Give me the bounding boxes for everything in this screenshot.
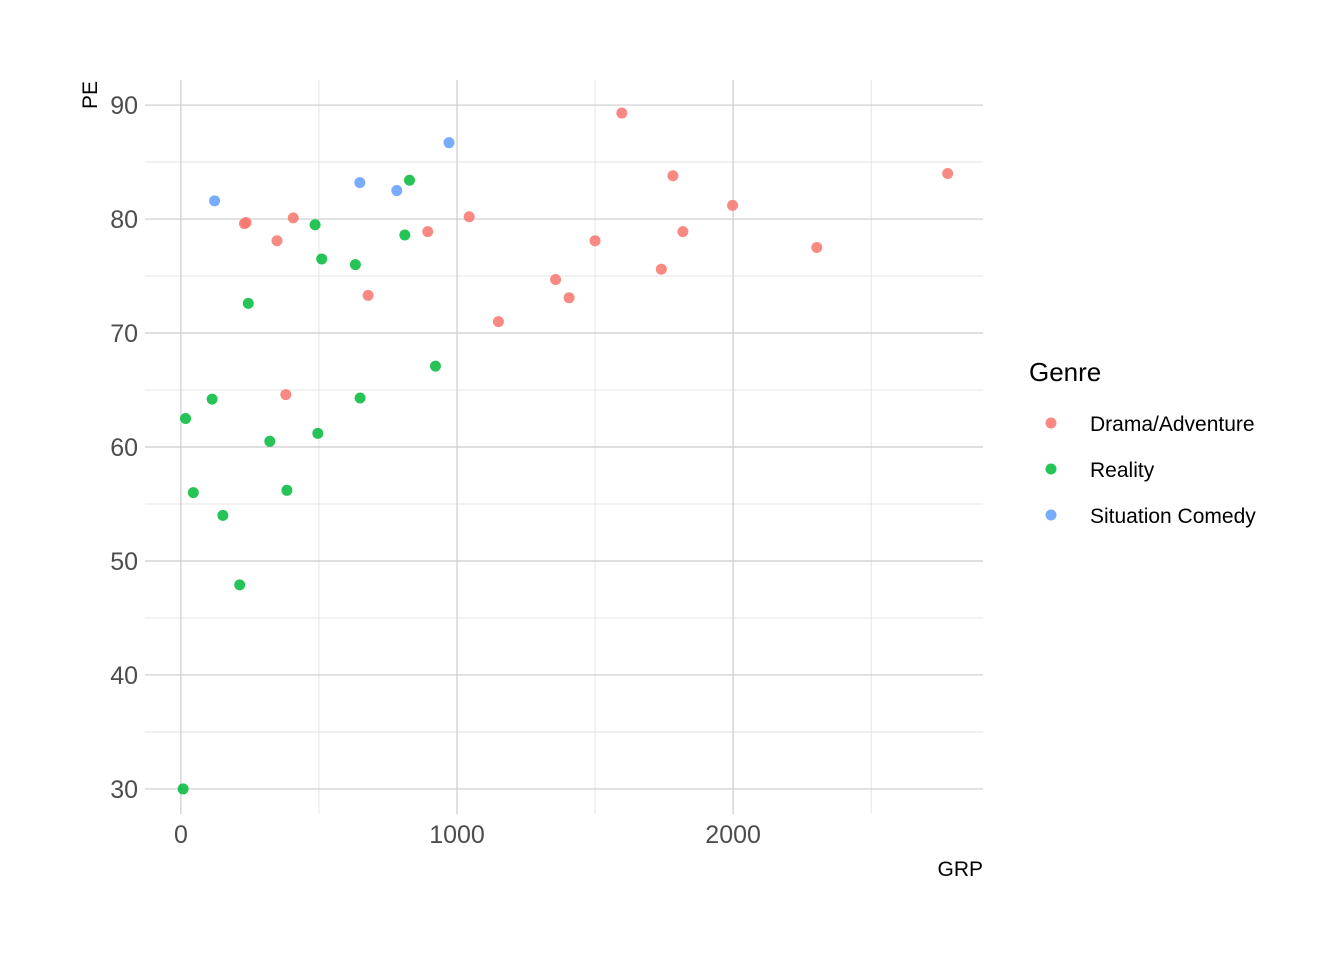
data-point-reality <box>177 783 189 795</box>
data-point-drama-adventure <box>589 235 601 247</box>
data-point-reality <box>429 360 441 372</box>
data-point-reality <box>264 435 276 447</box>
data-point-drama-adventure <box>271 235 283 247</box>
y-tick-label: 70 <box>110 320 138 348</box>
data-point-reality <box>316 253 328 265</box>
data-point-reality <box>281 484 293 496</box>
legend-title: Genre <box>1029 357 1101 387</box>
legend: Genre Drama/Adventure Reality Situation Co… <box>1029 357 1256 528</box>
data-point-reality <box>349 259 361 271</box>
data-point-situation-comedy <box>443 137 455 149</box>
data-point-reality <box>180 413 192 425</box>
tick-labels: 0 1000 2000 30 40 50 60 70 80 90 <box>110 92 761 849</box>
data-point-drama-adventure <box>287 212 299 224</box>
data-point-reality <box>206 393 218 405</box>
data-point-drama-adventure <box>811 242 823 254</box>
data-point-drama-adventure <box>362 289 374 301</box>
data-point-reality <box>234 579 246 591</box>
data-point-reality <box>309 219 321 231</box>
data-point-drama-adventure <box>492 316 504 328</box>
y-tick-label: 80 <box>110 206 138 234</box>
data-point-reality <box>217 509 229 521</box>
legend-key-reality <box>1045 463 1057 475</box>
data-point-drama-adventure <box>727 199 739 211</box>
y-tick-label: 90 <box>110 92 138 120</box>
data-point-drama-adventure <box>655 263 667 275</box>
data-point-drama-adventure <box>616 107 628 119</box>
y-tick-label: 30 <box>110 776 138 804</box>
data-point-drama-adventure <box>550 273 562 285</box>
data-point-drama-adventure <box>563 292 575 304</box>
data-point-situation-comedy <box>391 185 403 197</box>
data-point-reality <box>354 392 366 404</box>
data-point-drama-adventure <box>942 167 954 179</box>
data-point-drama-adventure <box>280 389 292 401</box>
y-tick-label: 50 <box>110 548 138 576</box>
y-axis-title: PE <box>79 81 102 109</box>
data-point-drama-adventure <box>240 216 252 228</box>
data-point-situation-comedy <box>354 177 366 189</box>
data-point-reality <box>404 174 416 186</box>
data-point-reality <box>312 427 324 439</box>
x-axis-title: GRP <box>937 858 983 881</box>
data-point-drama-adventure <box>667 170 679 182</box>
legend-label-drama-adventure: Drama/Adventure <box>1090 413 1255 436</box>
data-point-situation-comedy <box>209 195 221 207</box>
legend-label-situation-comedy: Situation Comedy <box>1090 505 1256 528</box>
legend-key-drama-adventure <box>1045 417 1057 429</box>
legend-label-reality: Reality <box>1090 459 1155 482</box>
grid <box>145 80 983 814</box>
x-tick-label: 1000 <box>429 821 485 849</box>
data-point-reality <box>187 487 199 499</box>
y-tick-label: 60 <box>110 434 138 462</box>
data-points <box>177 107 954 795</box>
data-point-drama-adventure <box>422 226 434 238</box>
data-point-drama-adventure <box>677 226 689 238</box>
data-point-reality <box>242 297 254 309</box>
y-tick-label: 40 <box>110 662 138 690</box>
x-tick-label: 2000 <box>705 821 761 849</box>
x-tick-label: 0 <box>174 821 188 849</box>
legend-key-situation-comedy <box>1045 509 1057 521</box>
data-point-reality <box>399 229 411 241</box>
data-point-drama-adventure <box>463 211 475 223</box>
